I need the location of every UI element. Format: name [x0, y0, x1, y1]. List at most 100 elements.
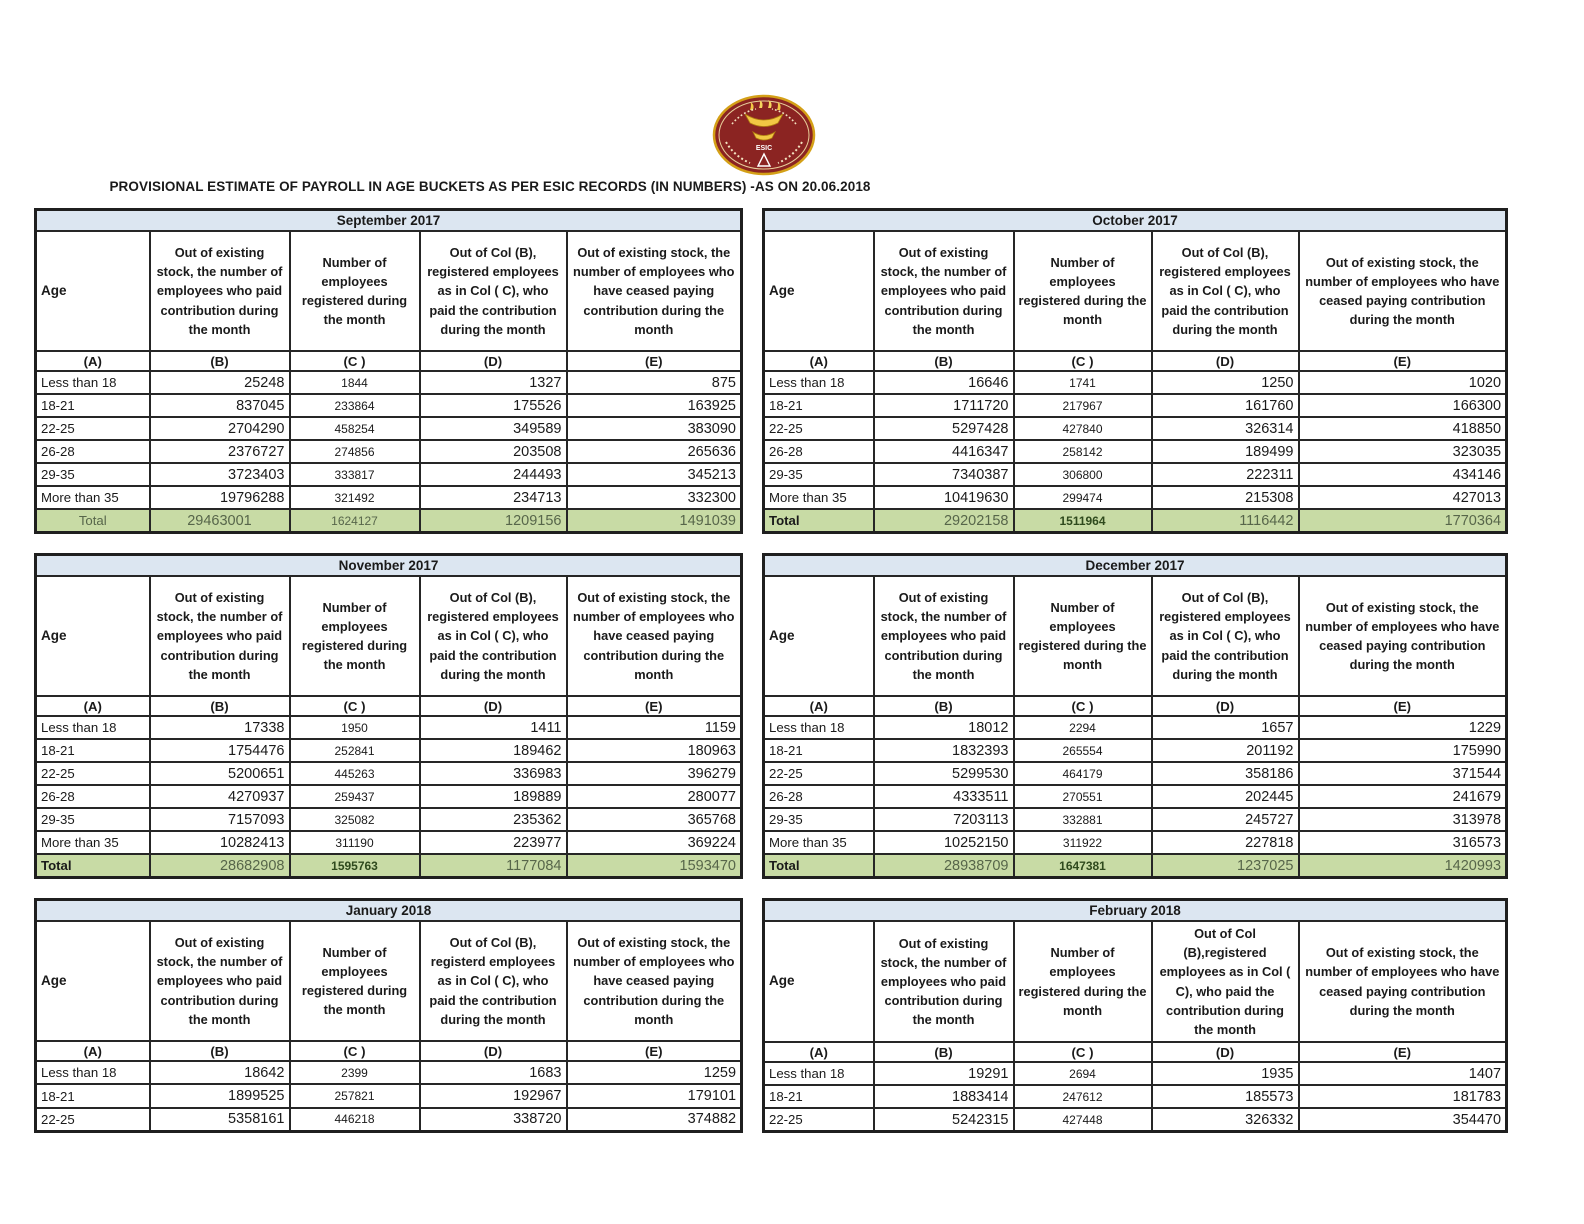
value-cell: 189889: [418, 784, 568, 809]
col-header-age: Age: [34, 575, 151, 697]
value-cell: 396279: [565, 761, 743, 786]
value-cell: 10282413: [148, 830, 291, 855]
month-header-row: February 2018: [762, 898, 1508, 922]
total-value-cell: 1420993: [1297, 853, 1508, 879]
value-cell: 265554: [1012, 738, 1153, 763]
value-cell: 5200651: [148, 761, 291, 786]
age-cell: 26-28: [34, 784, 151, 809]
value-cell: 345213: [565, 462, 743, 487]
value-cell: 1832393: [872, 738, 1015, 763]
col-header-d: Out of Col (B),registered employees as i…: [1150, 919, 1300, 1044]
total-value-cell: 1491039: [565, 508, 743, 534]
value-cell: 338720: [418, 1106, 568, 1133]
col-header-c: Number of employees registered during th…: [1012, 230, 1153, 352]
col-header-c: Number of employees registered during th…: [288, 920, 421, 1042]
value-cell: 244493: [418, 462, 568, 487]
value-cell: 369224: [565, 830, 743, 855]
age-cell: Less than 18: [762, 715, 875, 740]
age-cell: Less than 18: [34, 1059, 151, 1086]
value-cell: 181783: [1297, 1084, 1508, 1110]
value-cell: 1407: [1297, 1061, 1508, 1087]
col-letter-a: (A): [34, 1040, 151, 1062]
value-cell: 358186: [1150, 761, 1300, 786]
table-row: 29-35 7340387 306800 222311 434146: [762, 462, 1508, 487]
value-cell: 280077: [565, 784, 743, 809]
value-cell: 2694: [1012, 1061, 1153, 1087]
table-row: More than 35 19796288 321492 234713 332300: [34, 485, 743, 510]
col-letter-d: (D): [418, 350, 568, 372]
value-cell: 323035: [1297, 439, 1508, 464]
age-cell: 29-35: [762, 462, 875, 487]
age-cell: 26-28: [34, 439, 151, 464]
total-value-cell: 1511964: [1012, 508, 1153, 534]
value-cell: 321492: [288, 485, 421, 510]
age-cell: Less than 18: [34, 715, 151, 740]
value-cell: 837045: [148, 393, 291, 418]
col-header-age: Age: [34, 920, 151, 1042]
value-cell: 464179: [1012, 761, 1153, 786]
col-letter-b: (B): [872, 695, 1015, 717]
value-cell: 19291: [872, 1061, 1015, 1087]
table-row: 22-25 2704290 458254 349589 383090: [34, 416, 743, 441]
value-cell: 1657: [1150, 715, 1300, 740]
table-row: Less than 18 25248 1844 1327 875: [34, 370, 743, 395]
col-header-b: Out of existing stock, the number of emp…: [148, 230, 291, 352]
col-letter-c: (C ): [288, 695, 421, 717]
table-row: 18-21 837045 233864 175526 163925: [34, 393, 743, 418]
column-letter-row: (A) (B) (C ) (D) (E): [762, 695, 1508, 717]
table-row: 26-28 2376727 274856 203508 265636: [34, 439, 743, 464]
value-cell: 215308: [1150, 485, 1300, 510]
month-table: November 2017 Age Out of existing stock,…: [34, 553, 743, 879]
total-value-cell: 1624127: [288, 508, 421, 534]
value-cell: 1411: [418, 715, 568, 740]
value-cell: 16646: [872, 370, 1015, 395]
table-row: 29-35 7157093 325082 235362 365768: [34, 807, 743, 832]
value-cell: 192967: [418, 1083, 568, 1109]
month-table: January 2018 Age Out of existing stock, …: [34, 898, 744, 1134]
column-description-row: Age Out of existing stock, the number of…: [34, 920, 743, 1042]
col-header-c: Number of employees registered during th…: [1012, 575, 1153, 697]
table-row: 18-21 1899525 257821 192967 179101: [34, 1083, 743, 1109]
value-cell: 311190: [288, 830, 421, 855]
age-cell: 26-28: [762, 784, 875, 809]
table-row: 29-35 3723403 333817 244493 345213: [34, 462, 743, 487]
value-cell: 311922: [1012, 830, 1153, 855]
table-row: Less than 18 17338 1950 1411 1159: [34, 715, 743, 740]
col-letter-b: (B): [872, 1041, 1015, 1064]
col-header-age: Age: [34, 230, 151, 352]
value-cell: 245727: [1150, 807, 1300, 832]
age-cell: 22-25: [34, 1106, 151, 1133]
value-cell: 445263: [288, 761, 421, 786]
total-value-cell: 1647381: [1012, 853, 1153, 879]
value-cell: 175526: [418, 393, 568, 418]
total-value-cell: 1595763: [288, 853, 421, 879]
table-row: 22-25 5242315 427448 326332 354470: [762, 1107, 1508, 1133]
value-cell: 1883414: [872, 1084, 1015, 1110]
value-cell: 201192: [1150, 738, 1300, 763]
col-letter-d: (D): [1150, 695, 1300, 717]
value-cell: 313978: [1297, 807, 1508, 832]
col-letter-e: (E): [565, 1040, 743, 1062]
col-letter-d: (D): [1150, 1041, 1300, 1064]
month-header-row: January 2018: [34, 898, 743, 922]
value-cell: 306800: [1012, 462, 1153, 487]
value-cell: 1683: [418, 1059, 568, 1086]
value-cell: 458254: [288, 416, 421, 441]
col-header-d: Out of Col (B), registered employees as …: [1150, 230, 1300, 352]
month-header-row: October 2017: [762, 208, 1508, 232]
value-cell: 203508: [418, 439, 568, 464]
value-cell: 1711720: [872, 393, 1015, 418]
month-title: December 2017: [762, 553, 1508, 577]
value-cell: 189499: [1150, 439, 1300, 464]
value-cell: 7203113: [872, 807, 1015, 832]
total-value-cell: 1770364: [1297, 508, 1508, 534]
table-row: 18-21 1883414 247612 185573 181783: [762, 1084, 1508, 1110]
value-cell: 427840: [1012, 416, 1153, 441]
value-cell: 258142: [1012, 439, 1153, 464]
col-header-c: Number of employees registered during th…: [1012, 919, 1153, 1044]
value-cell: 349589: [418, 416, 568, 441]
value-cell: 235362: [418, 807, 568, 832]
total-value-cell: 28682908: [148, 853, 291, 879]
column-description-row: Age Out of existing stock, the number of…: [34, 230, 743, 352]
value-cell: 185573: [1150, 1084, 1300, 1110]
